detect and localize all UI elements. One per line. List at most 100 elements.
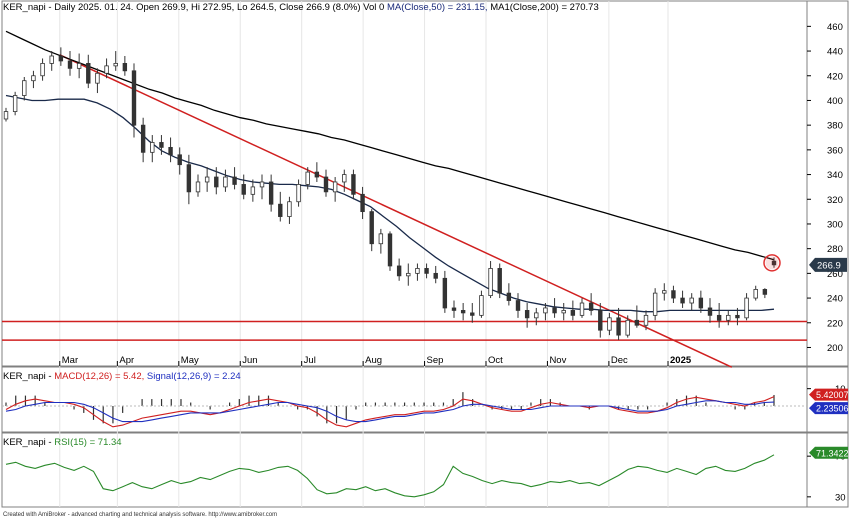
- candle-body: [287, 201, 292, 217]
- candle-body: [726, 314, 731, 321]
- candle: [662, 283, 667, 301]
- candle-body: [771, 260, 777, 266]
- price-y-tick-label: 380: [827, 121, 843, 132]
- price-y-tick-label: 400: [827, 96, 843, 107]
- candle: [12, 91, 18, 116]
- candle: [122, 55, 128, 76]
- candle-body: [735, 314, 740, 319]
- candle-body: [241, 184, 246, 195]
- candle-body: [588, 302, 594, 311]
- x-axis-month-label: Oct: [488, 355, 503, 366]
- x-axis-month-label: Mar: [62, 355, 78, 366]
- price-pane-header: KER_napi - Daily 2025. 01. 24. Open 269.…: [3, 2, 599, 13]
- candle: [506, 283, 512, 306]
- downtrend-line: [59, 54, 733, 368]
- candle-body: [662, 290, 667, 294]
- candle: [671, 285, 676, 304]
- candle-body: [479, 295, 484, 316]
- candle: [323, 169, 329, 197]
- candle: [204, 167, 210, 192]
- candle: [3, 107, 9, 122]
- candle: [332, 177, 338, 202]
- candle-body: [195, 181, 201, 193]
- candle: [22, 76, 27, 101]
- price-y-tick-label: 260: [827, 269, 843, 280]
- candle: [625, 315, 630, 338]
- candle-body: [689, 297, 694, 304]
- rsi-line: [5, 454, 775, 498]
- price-header-text: KER_napi - Daily 2025. 01. 24. Open 269.…: [3, 2, 385, 13]
- candle-body: [150, 142, 155, 153]
- candle: [250, 179, 256, 202]
- candle-body: [524, 310, 530, 319]
- candle-body: [49, 55, 54, 64]
- rsi-y-tick-label: 30: [835, 492, 846, 503]
- candle-body: [433, 272, 438, 279]
- footer-credit: Created with AmiBroker - advanced charti…: [3, 512, 278, 518]
- candle: [616, 307, 621, 341]
- candle-body: [515, 300, 521, 311]
- last-price-highlight-circle: [763, 254, 781, 272]
- candle-body: [762, 289, 768, 295]
- candle: [360, 186, 365, 220]
- candle-body: [579, 302, 585, 316]
- candle: [561, 303, 566, 321]
- candle: [150, 135, 155, 163]
- x-axis-month-label: Aug: [365, 355, 382, 366]
- signal-header-label: Signal(12,26,9) = 2.24: [146, 371, 241, 382]
- candle-body: [753, 289, 758, 299]
- candle: [570, 300, 576, 321]
- candle-body: [744, 297, 749, 319]
- macd-value-label-text: 5.42007: [816, 390, 849, 400]
- candle: [259, 174, 265, 200]
- candle: [241, 174, 246, 200]
- candle-body: [643, 314, 649, 326]
- candle-body: [534, 312, 539, 319]
- candle-body: [95, 72, 100, 84]
- candle: [652, 288, 658, 321]
- candle-body: [323, 176, 329, 193]
- candle: [470, 303, 475, 323]
- candle: [598, 303, 603, 338]
- candle: [689, 293, 694, 311]
- candle: [488, 261, 493, 299]
- macd-header-label: MACD(12,26) = 5.42,: [54, 371, 145, 382]
- candle-body: [424, 268, 429, 274]
- candle-body: [204, 176, 210, 183]
- candle-body: [22, 80, 27, 96]
- candle: [305, 167, 310, 190]
- candle: [67, 51, 73, 76]
- candle: [497, 263, 502, 299]
- candle: [177, 147, 182, 175]
- candle-body: [86, 63, 91, 84]
- candle: [680, 290, 685, 308]
- candle-body: [259, 181, 265, 188]
- price-y-tick-label: 320: [827, 195, 843, 206]
- candle-body: [460, 310, 466, 314]
- candle: [433, 265, 438, 284]
- candle-body: [113, 63, 118, 67]
- candle: [643, 310, 649, 331]
- candle: [396, 258, 402, 281]
- macd-prefix: KER_napi -: [3, 371, 52, 382]
- candle-body: [360, 193, 365, 213]
- candle: [223, 169, 228, 192]
- candle-body: [442, 277, 448, 309]
- rsi-header-label: RSI(15) = 71.34: [54, 437, 122, 448]
- ma50-header-label: MA(Close,50) = 231.15,: [386, 2, 488, 13]
- candle: [753, 285, 758, 301]
- candle: [460, 303, 466, 321]
- rsi-value-label-box: [809, 446, 848, 459]
- candle: [588, 293, 594, 316]
- candle-body: [616, 317, 621, 336]
- candle-body: [607, 317, 612, 331]
- candle: [451, 300, 457, 318]
- candle-body: [342, 174, 347, 183]
- candle: [771, 257, 777, 268]
- candle: [40, 58, 45, 81]
- candle-body: [598, 310, 603, 331]
- candle: [113, 51, 118, 71]
- candle: [31, 70, 36, 89]
- candle-body: [296, 184, 301, 203]
